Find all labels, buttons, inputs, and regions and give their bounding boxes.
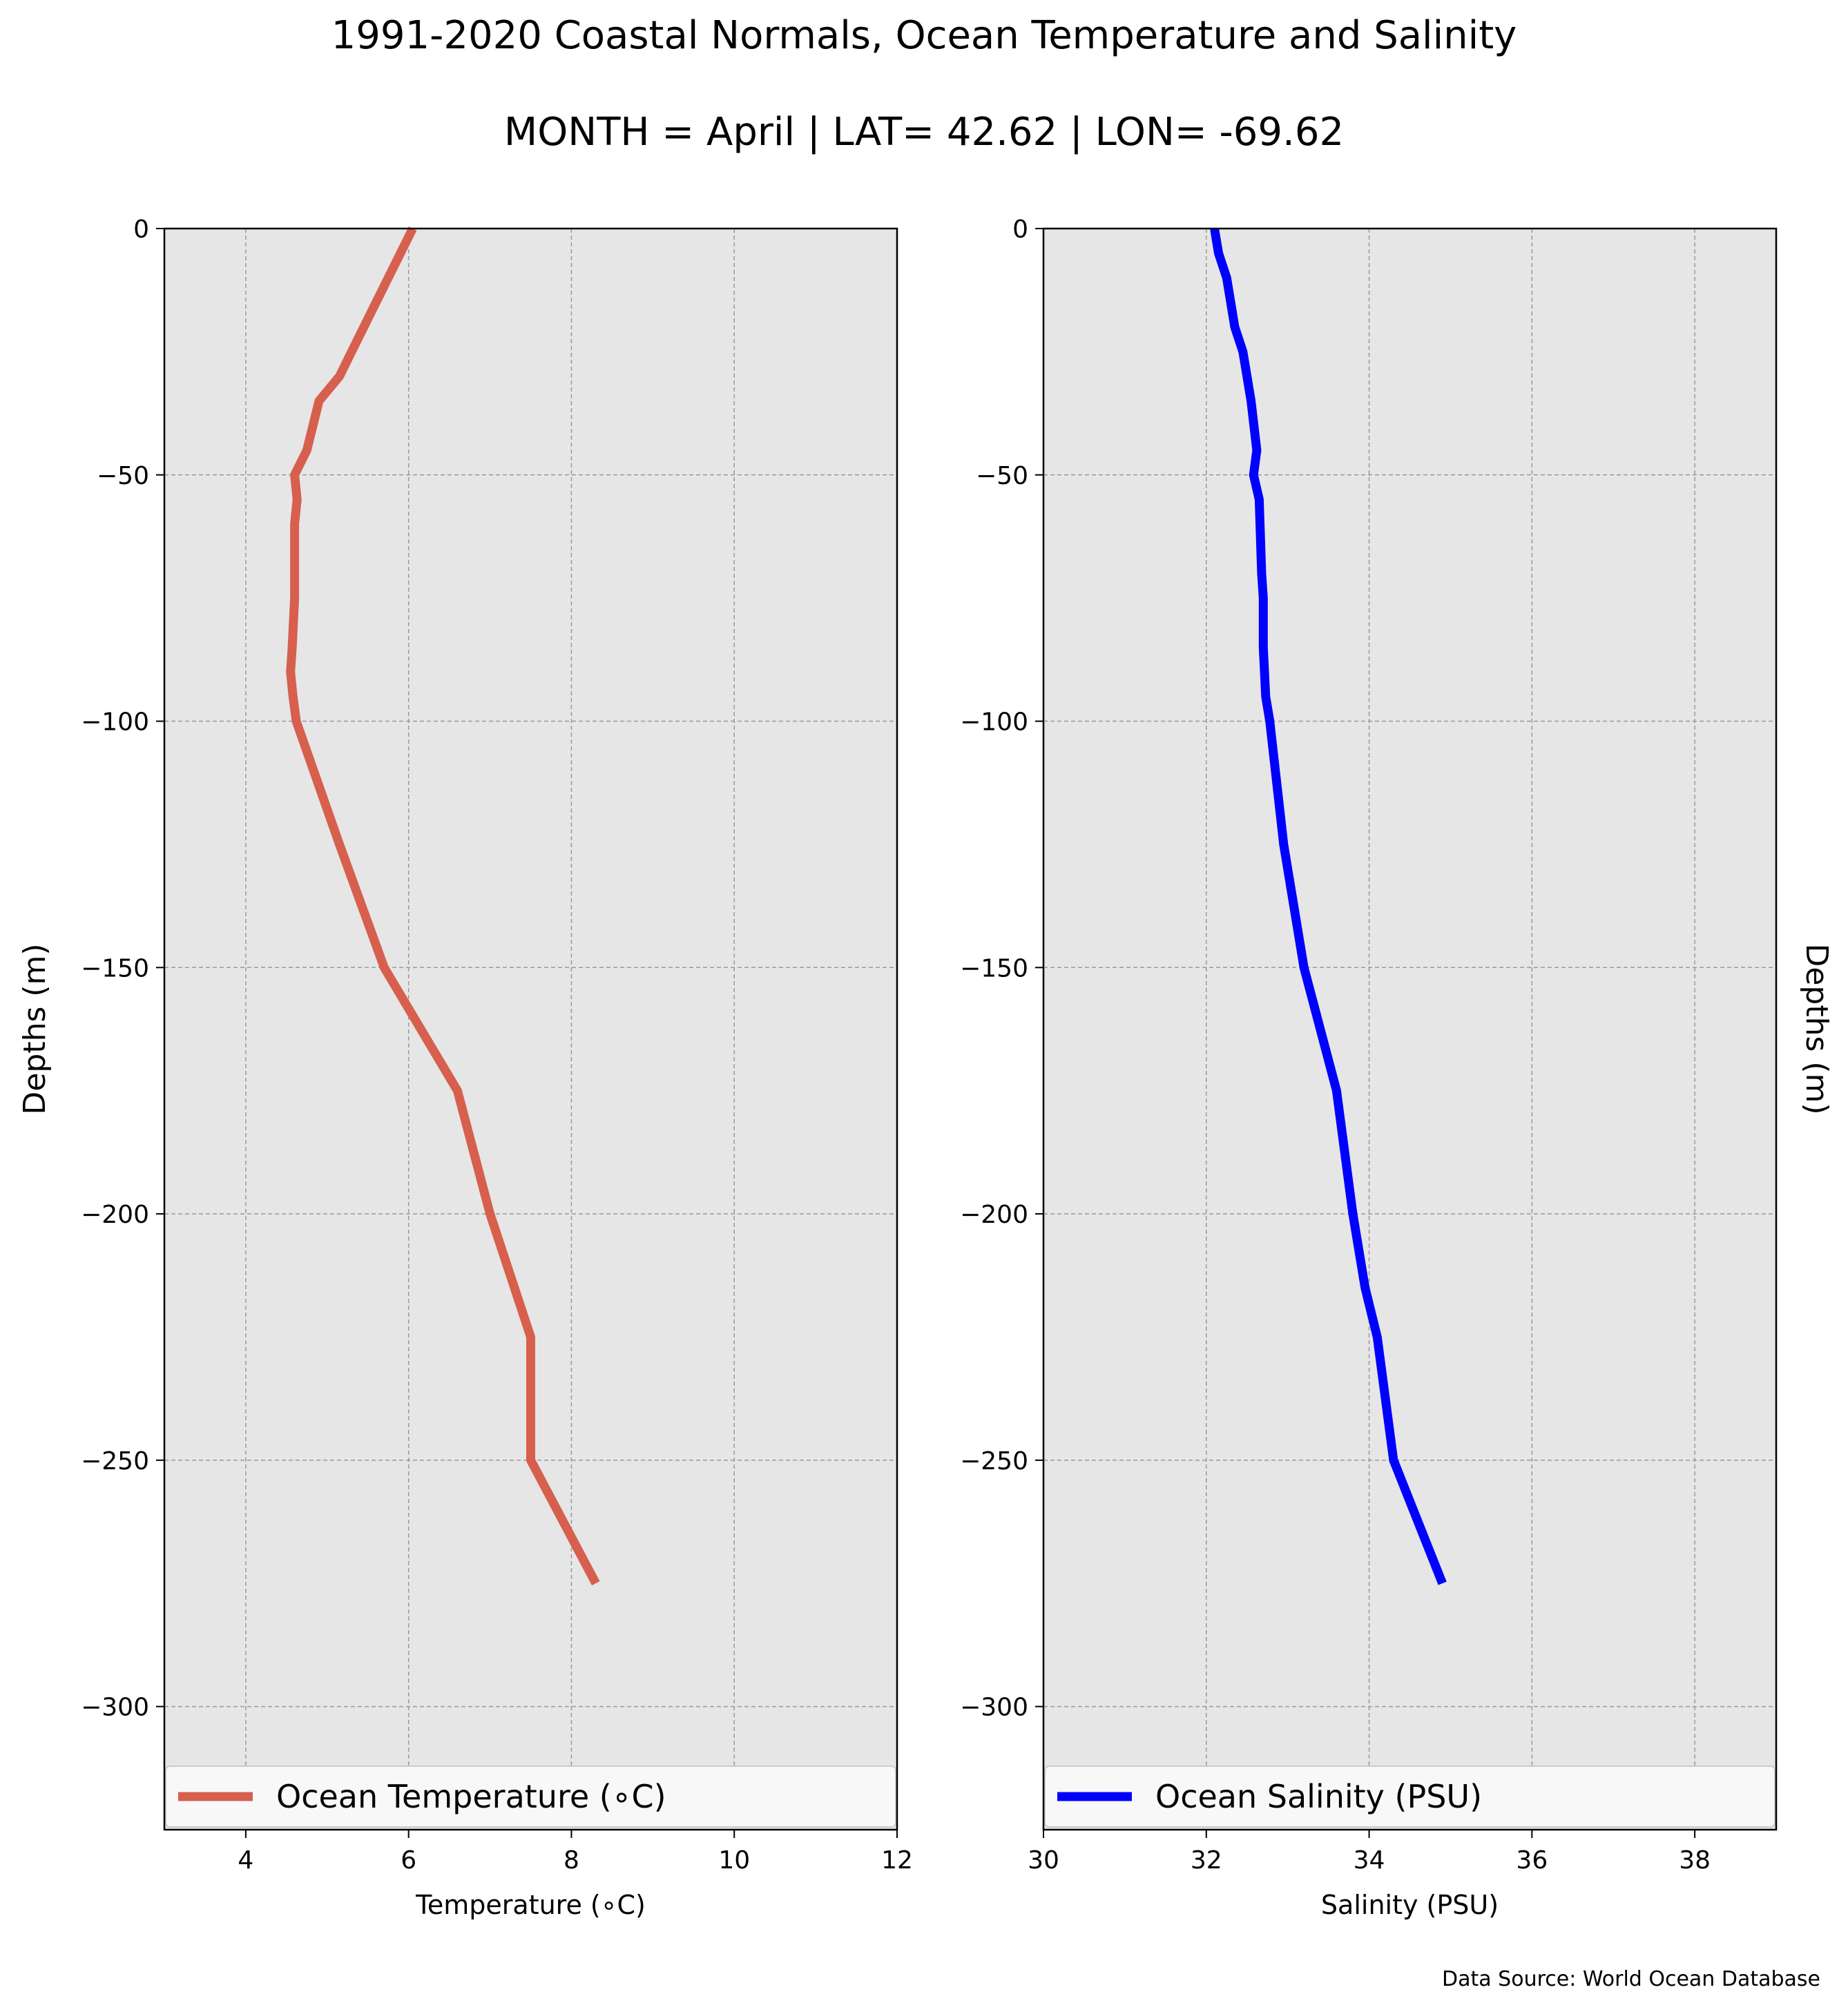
temperature-series-line bbox=[286, 226, 600, 1586]
salinity-plot-area bbox=[1043, 229, 1776, 1830]
y-tick-label: −200 bbox=[81, 1201, 149, 1229]
temperature-y-axis-label: Depths (m) bbox=[17, 943, 52, 1114]
chart-title: 1991-2020 Coastal Normals, Ocean Tempera… bbox=[331, 13, 1517, 58]
temperature-x-axis-label: Temperature (∘C) bbox=[415, 1890, 646, 1920]
salinity-panel: Ocean Salinity (PSU) 30 32 34 36 38 0 −50 −100 −1… bbox=[960, 215, 1834, 1920]
salinity-series-line bbox=[1210, 227, 1447, 1585]
y-tick-label: −100 bbox=[81, 708, 149, 737]
y-tick-label: −250 bbox=[960, 1447, 1028, 1475]
salinity-x-axis-label: Salinity (PSU) bbox=[1321, 1890, 1499, 1920]
salinity-legend: Ocean Salinity (PSU) bbox=[1044, 1765, 1775, 1828]
y-tick-label: 0 bbox=[1012, 215, 1028, 244]
temperature-panel: Ocean Temperature (∘C) 4 6 8 10 12 0 −50 −100 −15… bbox=[17, 215, 913, 1920]
chart-subtitle: MONTH = April | LAT= 42.62 | LON= -69.62 bbox=[504, 110, 1344, 155]
legend-box bbox=[165, 1765, 896, 1828]
y-tick-label: −300 bbox=[81, 1694, 149, 1722]
temperature-legend: Ocean Temperature (∘C) bbox=[165, 1765, 896, 1828]
legend-label: Ocean Salinity (PSU) bbox=[1155, 1778, 1482, 1815]
y-tick-label: −50 bbox=[97, 462, 149, 490]
x-tick-label: 8 bbox=[564, 1846, 579, 1875]
x-tick-label: 12 bbox=[881, 1846, 913, 1875]
y-tick-label: −200 bbox=[960, 1201, 1028, 1229]
source-note: Data Source: World Ocean Database bbox=[1442, 1967, 1820, 1991]
x-tick-label: 6 bbox=[401, 1846, 416, 1875]
x-tick-label: 4 bbox=[238, 1846, 253, 1875]
x-tick-label: 36 bbox=[1516, 1846, 1548, 1875]
x-tick-label: 10 bbox=[718, 1846, 750, 1875]
x-tick-label: 34 bbox=[1354, 1846, 1385, 1875]
x-tick-label: 38 bbox=[1679, 1846, 1711, 1875]
x-tick-label: 30 bbox=[1028, 1846, 1059, 1875]
x-tick-label: 32 bbox=[1191, 1846, 1222, 1875]
y-tick-label: −300 bbox=[960, 1694, 1028, 1722]
salinity-y-axis-label: Depths (m) bbox=[1799, 943, 1834, 1114]
y-tick-label: −250 bbox=[81, 1447, 149, 1475]
legend-box bbox=[1044, 1765, 1775, 1828]
legend-label: Ocean Temperature (∘C) bbox=[276, 1778, 666, 1815]
temperature-axes-frame bbox=[163, 227, 898, 1831]
y-tick-label: −100 bbox=[960, 708, 1028, 737]
y-tick-label: 0 bbox=[133, 215, 149, 244]
y-tick-label: −150 bbox=[81, 954, 149, 983]
y-tick-label: −150 bbox=[960, 954, 1028, 983]
y-tick-label: −50 bbox=[976, 462, 1028, 490]
temperature-plot-area bbox=[164, 229, 897, 1830]
salinity-axes-frame bbox=[1042, 227, 1778, 1831]
